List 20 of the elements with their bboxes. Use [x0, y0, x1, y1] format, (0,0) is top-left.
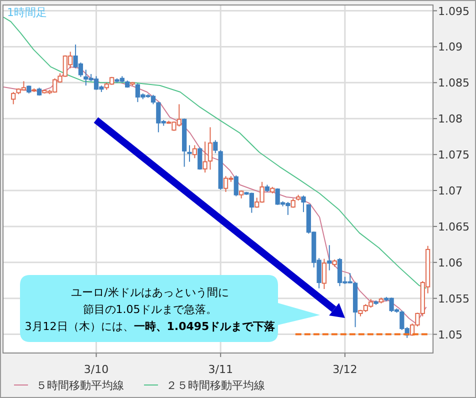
x-tick-label: 3/12	[332, 363, 358, 376]
annotation: 節目の1.05ドルまで急落。	[82, 303, 218, 316]
y-tick-label: 1.065	[438, 220, 470, 234]
annotation: ユーロ/米ドルはあっという間に	[71, 286, 229, 299]
annotation: 3月12日（木）には、	[24, 320, 134, 333]
x-tick-label: 3/10	[84, 363, 109, 376]
y-tick-label: 1.085	[438, 76, 470, 90]
annotation: 一時、1.0495ドルまで下落	[134, 320, 276, 333]
y-tick-label: 1.055	[438, 292, 470, 306]
y-tick-label: 1.07	[438, 184, 462, 198]
x-tick-label: 3/11	[208, 363, 233, 376]
y-tick-label: 1.075	[438, 148, 470, 162]
y-tick-label: 1.08	[438, 112, 462, 126]
y-tick-label: 1.095	[438, 4, 470, 18]
y-tick-label: 1.05	[438, 328, 462, 342]
chart-title: 1時間足	[7, 6, 47, 19]
y-tick-label: 1.09	[438, 40, 462, 54]
legend-label: ２５時間移動平均線	[166, 379, 265, 392]
y-tick-label: 1.06	[438, 256, 462, 270]
legend-label: ５時間移動平均線	[36, 379, 124, 392]
